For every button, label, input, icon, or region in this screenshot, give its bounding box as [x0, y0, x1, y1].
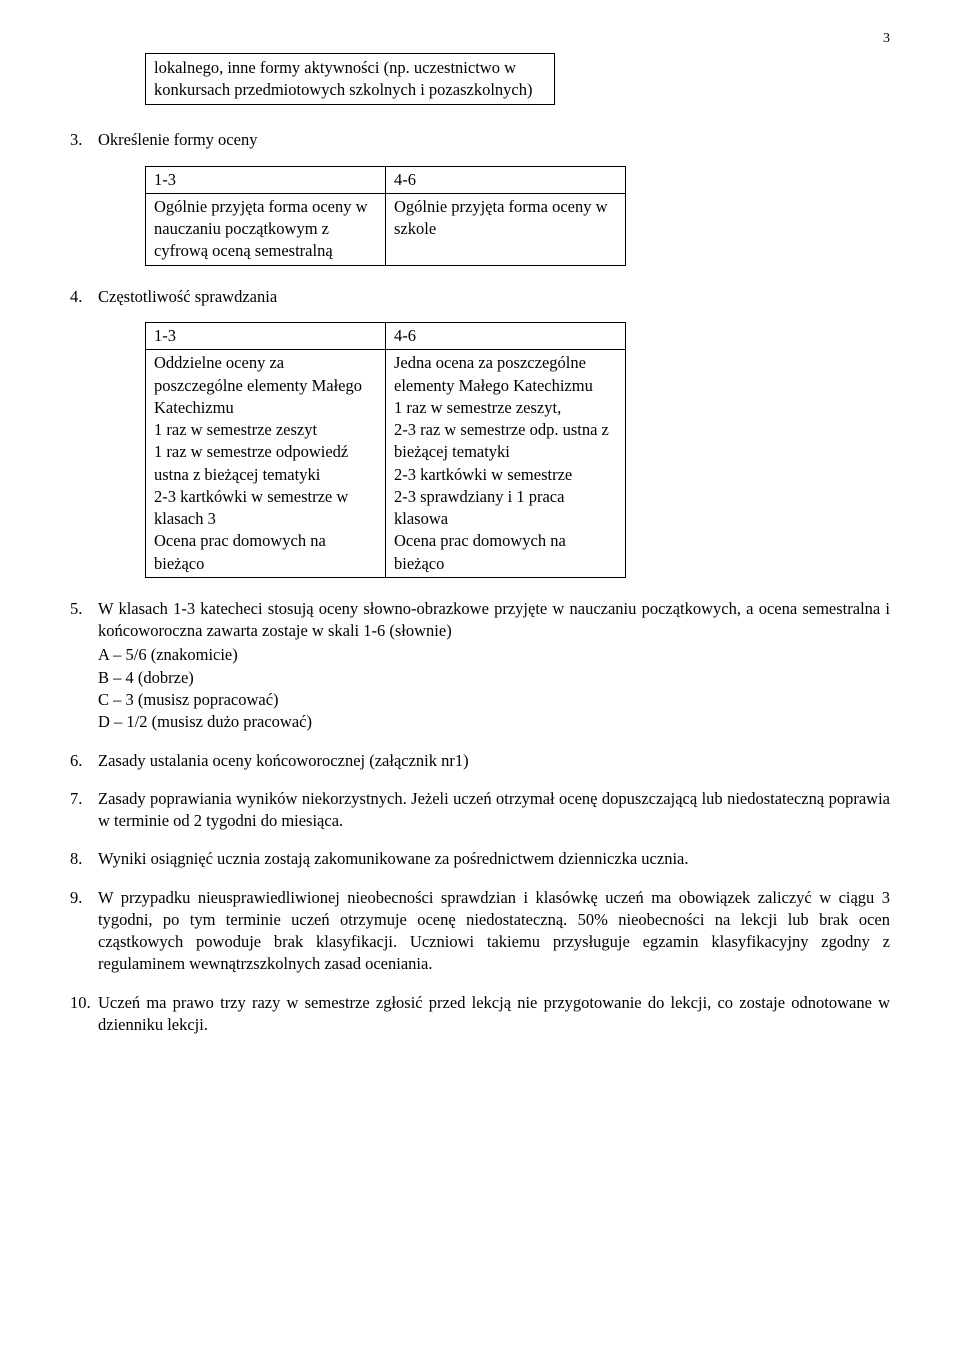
table-row: 1-3 4-6 — [146, 166, 626, 193]
table-row: Oddzielne oceny za poszczególne elementy… — [146, 350, 626, 578]
section-8-text: Wyniki osiągnięć ucznia zostają zakomuni… — [98, 848, 890, 870]
grade-line: C – 3 (musisz popracować) — [98, 689, 890, 711]
section-6: 6. Zasady ustalania oceny końcoworocznej… — [70, 750, 890, 772]
section-10-num: 10. — [70, 992, 98, 1037]
section-10: 10. Uczeń ma prawo trzy razy w semestrze… — [70, 992, 890, 1037]
section-9-text: W przypadku nieusprawiedliwionej nieobec… — [98, 887, 890, 976]
table-cell-header: 1-3 — [146, 166, 386, 193]
section-8-num: 8. — [70, 848, 98, 870]
section-9: 9. W przypadku nieusprawiedliwionej nieo… — [70, 887, 890, 976]
section-7-num: 7. — [70, 788, 98, 833]
section-4-title: Częstotliwość sprawdzania — [98, 287, 277, 306]
table-cell-header: 1-3 — [146, 323, 386, 350]
table-section-3: 1-3 4-6 Ogólnie przyjęta forma oceny w n… — [145, 166, 626, 266]
section-9-num: 9. — [70, 887, 98, 976]
table-section-4: 1-3 4-6 Oddzielne oceny za poszczególne … — [145, 322, 626, 578]
table-cell-header: 4-6 — [386, 166, 626, 193]
table-row: Ogólnie przyjęta forma oceny w nauczaniu… — [146, 193, 626, 265]
section-3-heading: 3.Określenie formy oceny — [70, 129, 890, 151]
section-3-num: 3. — [70, 129, 98, 151]
section-3-title: Określenie formy oceny — [98, 130, 257, 149]
table-row: 1-3 4-6 — [146, 323, 626, 350]
table-cell-header: 4-6 — [386, 323, 626, 350]
section-10-text: Uczeń ma prawo trzy razy w semestrze zgł… — [98, 992, 890, 1037]
section-5-num: 5. — [70, 598, 98, 734]
section-5: 5. W klasach 1-3 katecheci stosują oceny… — [70, 598, 890, 734]
section-5-content: W klasach 1-3 katecheci stosują oceny sł… — [98, 598, 890, 734]
table-cell: Ogólnie przyjęta forma oceny w szkole — [386, 193, 626, 265]
table-cell: Jedna ocena za poszczególne elementy Mał… — [386, 350, 626, 578]
section-4-num: 4. — [70, 286, 98, 308]
section-7-text: Zasady poprawiania wyników niekorzystnyc… — [98, 788, 890, 833]
grade-list: A – 5/6 (znakomicie) B – 4 (dobrze) C – … — [98, 644, 890, 733]
section-6-num: 6. — [70, 750, 98, 772]
section-7: 7. Zasady poprawiania wyników niekorzyst… — [70, 788, 890, 833]
section-4-heading: 4.Częstotliwość sprawdzania — [70, 286, 890, 308]
table-cell: Oddzielne oceny za poszczególne elementy… — [146, 350, 386, 578]
page-number: 3 — [70, 30, 890, 49]
table-cell: Ogólnie przyjęta forma oceny w nauczaniu… — [146, 193, 386, 265]
section-6-text: Zasady ustalania oceny końcoworocznej (z… — [98, 750, 890, 772]
section-8: 8. Wyniki osiągnięć ucznia zostają zakom… — [70, 848, 890, 870]
grade-line: B – 4 (dobrze) — [98, 667, 890, 689]
grade-line: D – 1/2 (musisz dużo pracować) — [98, 711, 890, 733]
boxed-continuation-text: lokalnego, inne formy aktywności (np. uc… — [145, 53, 555, 106]
grade-line: A – 5/6 (znakomicie) — [98, 644, 890, 666]
section-5-text: W klasach 1-3 katecheci stosują oceny sł… — [98, 599, 890, 640]
